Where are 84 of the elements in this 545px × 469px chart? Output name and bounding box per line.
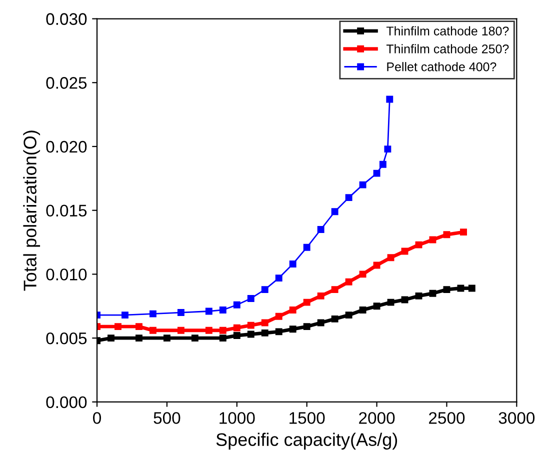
x-tick-label: 1500 xyxy=(290,412,325,424)
point xyxy=(205,326,212,334)
point xyxy=(219,306,226,314)
y-tick-label: 0.000 xyxy=(46,396,87,408)
point xyxy=(387,254,394,262)
point xyxy=(387,298,394,306)
point xyxy=(359,270,366,278)
y-tick-label: 0.030 xyxy=(46,13,87,25)
y-tick-label: 0.025 xyxy=(46,77,87,89)
y-tick-label: 0.020 xyxy=(46,140,87,153)
point xyxy=(247,330,254,338)
point xyxy=(303,298,310,306)
point xyxy=(373,262,380,269)
point xyxy=(331,208,338,216)
point xyxy=(415,292,422,300)
point xyxy=(345,194,352,202)
point xyxy=(247,295,254,302)
x-tick-label: 3000 xyxy=(498,412,535,424)
point xyxy=(345,278,352,286)
point xyxy=(289,260,296,268)
point xyxy=(261,319,268,326)
point xyxy=(457,284,464,292)
point xyxy=(108,334,114,342)
point xyxy=(429,236,436,244)
point xyxy=(247,322,254,329)
point xyxy=(233,324,240,332)
x-axis-title: Specific capacity(As/g) xyxy=(216,432,398,450)
point xyxy=(359,181,366,188)
point xyxy=(468,284,476,292)
point xyxy=(149,310,156,318)
y-tick-label: 0.010 xyxy=(46,268,87,280)
point xyxy=(163,334,170,342)
x-tick-label: 500 xyxy=(154,412,180,424)
legend-label: Thinfilm cathode 180? xyxy=(386,26,509,36)
point xyxy=(219,326,226,334)
point xyxy=(289,326,296,333)
point xyxy=(373,170,380,177)
point xyxy=(136,323,142,330)
point xyxy=(401,296,408,304)
x-tick-label: 2000 xyxy=(359,412,395,424)
point xyxy=(275,328,282,336)
legend-label: Thinfilm cathode 250? xyxy=(386,44,509,54)
point xyxy=(261,329,268,336)
point xyxy=(177,309,184,316)
y-tick-label: 0.015 xyxy=(46,204,87,217)
point xyxy=(219,334,226,342)
point xyxy=(233,301,240,308)
point xyxy=(303,244,310,251)
point xyxy=(122,312,128,319)
point xyxy=(289,306,296,314)
x-tick-label: 0 xyxy=(93,412,101,424)
point xyxy=(275,312,282,320)
y-axis-title: Total polarization(O) xyxy=(23,130,40,291)
point xyxy=(317,292,324,300)
point xyxy=(429,290,436,297)
point xyxy=(114,323,122,330)
point xyxy=(303,323,310,330)
point xyxy=(443,286,450,294)
point xyxy=(275,274,282,282)
point xyxy=(373,302,380,310)
point xyxy=(261,286,268,294)
point xyxy=(191,334,198,342)
x-tick-label: 2500 xyxy=(429,412,465,424)
point xyxy=(331,286,338,294)
point xyxy=(177,326,184,334)
point xyxy=(149,326,156,334)
point xyxy=(460,228,467,236)
point xyxy=(233,332,240,339)
point xyxy=(379,160,386,168)
point xyxy=(401,248,408,255)
point xyxy=(384,146,392,153)
point xyxy=(331,315,338,322)
point xyxy=(386,96,394,103)
point xyxy=(359,306,366,314)
point xyxy=(317,319,324,326)
point xyxy=(136,334,142,342)
point xyxy=(345,312,352,319)
x-tick-label: 1000 xyxy=(220,412,255,424)
point xyxy=(317,226,324,233)
y-tick-label: 0.005 xyxy=(46,332,87,344)
point xyxy=(415,241,422,248)
legend-label: Pellet cathode 400? xyxy=(387,62,496,72)
point xyxy=(443,231,450,238)
point xyxy=(205,308,212,315)
